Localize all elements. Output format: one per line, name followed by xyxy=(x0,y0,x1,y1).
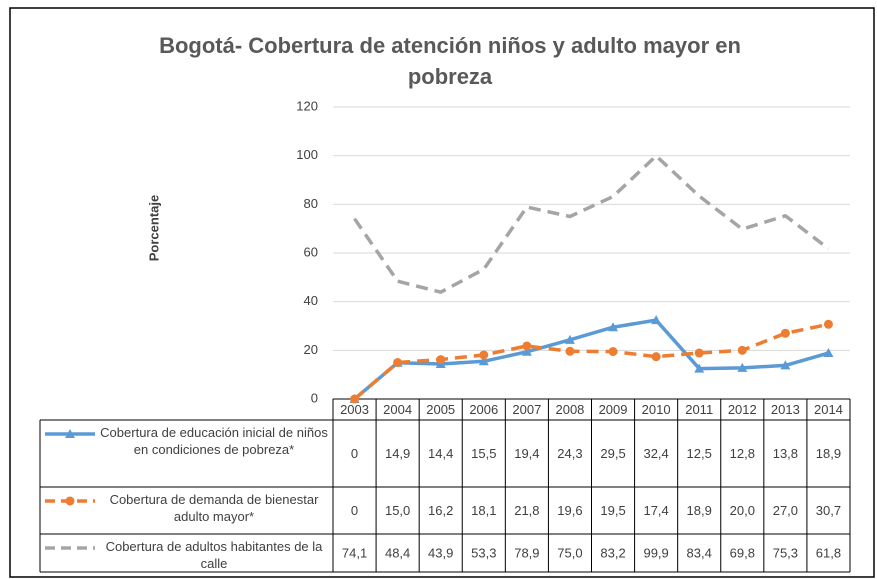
series-line xyxy=(353,154,830,294)
chart-title: Bogotá- Cobertura de atención niños y ad… xyxy=(159,33,741,89)
legend-entry: Cobertura de adultos habitantes de la ca… xyxy=(105,539,323,571)
y-tick-label: 60 xyxy=(304,244,318,259)
y-tick-label: 120 xyxy=(296,98,318,113)
data-table-value: 15,0 xyxy=(385,503,410,518)
data-table-value: 24,3 xyxy=(557,446,582,461)
series-line xyxy=(353,318,829,401)
y-tick-label: 40 xyxy=(304,293,318,308)
data-table-value: 69,8 xyxy=(730,545,755,560)
x-tick-label: 2003 xyxy=(340,402,369,417)
x-tick-label: 2005 xyxy=(426,402,455,417)
marker xyxy=(393,358,403,367)
data-table-value: 17,4 xyxy=(643,503,668,518)
marker xyxy=(694,348,704,358)
x-tick-label: 2011 xyxy=(685,402,713,417)
series-line xyxy=(353,322,829,401)
marker xyxy=(521,346,532,356)
marker xyxy=(651,315,662,325)
data-table-value: 19,4 xyxy=(514,446,539,461)
data-table-value: 14,9 xyxy=(385,446,410,461)
marker xyxy=(350,394,360,404)
x-tick-label: 2004 xyxy=(383,402,412,417)
marker xyxy=(694,363,705,373)
legend-entry: Cobertura de demanda de bienestar adulto… xyxy=(109,492,319,524)
data-table-value: 18,1 xyxy=(471,503,496,518)
marker xyxy=(780,328,790,338)
marker xyxy=(780,360,791,370)
marker xyxy=(478,356,489,366)
y-axis-label: Porcentaje xyxy=(146,195,161,261)
marker xyxy=(522,341,532,351)
data-table-value: 75,0 xyxy=(557,545,582,560)
data-table-value: 15,5 xyxy=(471,446,496,461)
data-table-value: 74,1 xyxy=(342,545,367,560)
x-tick-label: 2013 xyxy=(771,402,800,417)
x-tick-label: 2010 xyxy=(642,402,671,417)
data-table-value: 83,2 xyxy=(600,545,625,560)
data-table-value: 32,4 xyxy=(643,446,668,461)
data-table-value: 43,9 xyxy=(428,545,453,560)
data-table-value: 75,3 xyxy=(773,545,798,560)
legend-entry: Cobertura de educación inicial de niños … xyxy=(100,425,328,457)
marker xyxy=(737,345,747,355)
data-table-value: 12,8 xyxy=(730,446,755,461)
marker xyxy=(479,350,489,360)
data-table-value: 48,4 xyxy=(385,545,410,560)
legend-marker xyxy=(65,496,75,506)
data-table-value: 20,0 xyxy=(730,503,755,518)
data-table-value: 78,9 xyxy=(514,545,539,560)
x-tick-label: 2008 xyxy=(555,402,584,417)
legend-marker xyxy=(65,429,75,438)
data-table-value: 21,8 xyxy=(514,503,539,518)
data-table-value: 18,9 xyxy=(816,446,841,461)
y-tick-label: 0 xyxy=(311,390,318,405)
data-table-value: 99,9 xyxy=(643,545,668,560)
data-table-value: 16,2 xyxy=(428,503,453,518)
data-table-value: 14,4 xyxy=(428,446,453,461)
data-table-value: 30,7 xyxy=(816,503,841,518)
y-tick-label: 100 xyxy=(296,147,318,162)
marker xyxy=(608,322,619,332)
data-table-value: 19,5 xyxy=(600,503,625,518)
marker xyxy=(608,347,618,357)
marker xyxy=(651,352,661,362)
data-table-value: 18,9 xyxy=(687,503,712,518)
data-table-value: 27,0 xyxy=(773,503,798,518)
data-table-value: 0 xyxy=(351,503,358,518)
data-table-value: 19,6 xyxy=(557,503,582,518)
marker xyxy=(436,355,446,365)
x-tick-label: 2006 xyxy=(469,402,498,417)
y-tick-label: 80 xyxy=(304,196,318,211)
data-table-value: 61,8 xyxy=(816,545,841,560)
marker xyxy=(737,362,748,372)
x-tick-label: 2007 xyxy=(512,402,541,417)
data-table-value: 0 xyxy=(351,446,358,461)
marker xyxy=(564,334,575,344)
marker xyxy=(823,319,833,329)
data-table-value: 53,3 xyxy=(471,545,496,560)
x-tick-label: 2014 xyxy=(814,402,843,417)
y-tick-label: 20 xyxy=(304,342,318,357)
data-table-value: 13,8 xyxy=(773,446,798,461)
marker xyxy=(565,346,575,356)
x-tick-label: 2009 xyxy=(599,402,628,417)
data-table-value: 29,5 xyxy=(600,446,625,461)
data-table-value: 83,4 xyxy=(687,545,712,560)
marker xyxy=(823,348,834,358)
x-tick-label: 2012 xyxy=(728,402,757,417)
data-table-value: 12,5 xyxy=(687,446,712,461)
